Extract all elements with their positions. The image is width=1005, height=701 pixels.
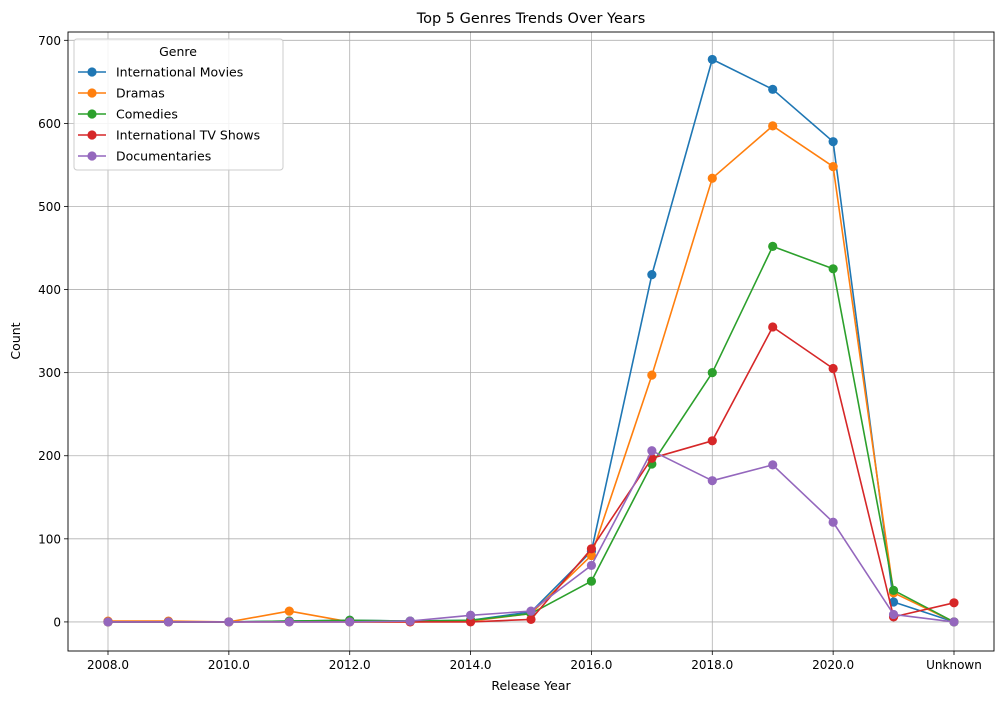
legend-label: Dramas [116,86,165,101]
data-point [768,84,778,94]
legend-marker [87,109,97,119]
data-point [949,598,959,608]
data-point [707,436,717,446]
data-point [949,617,959,627]
x-axis: 2008.0 2010.0 2012.0 2014.0 2016.0 2018.0 2020… [87,651,982,672]
data-point [284,606,294,616]
data-point [707,173,717,183]
data-point [828,137,838,147]
data-point [103,617,113,627]
data-point [768,241,778,251]
data-point [586,560,597,571]
legend-label: International Movies [116,65,243,80]
series-2 [103,241,959,627]
data-point [405,616,415,626]
y-tick-label: 200 [38,449,61,463]
plot-frame [67,31,995,652]
data-point [224,617,234,627]
data-point [768,322,778,332]
legend-item: International TV Shows [78,128,260,143]
x-tick-label: 2020.0 [812,658,854,672]
series-line [108,125,955,623]
data-point [465,617,476,627]
series-line [108,449,955,623]
grid-lines [68,32,994,651]
legend-marker [87,151,97,161]
data-point [647,370,657,380]
legend-label: Documentaries [116,149,211,164]
series-line [108,245,955,623]
legend-label: International TV Shows [116,128,260,143]
legend-box [73,38,284,171]
y-tick-label: 0 [53,615,61,629]
y-tick-label: 600 [38,117,61,131]
data-point [586,544,597,554]
data-point [647,446,657,456]
legend-marker [87,130,97,140]
y-tick-label: 300 [38,366,61,380]
chart-title: Top 5 Genres Trends Over Years [416,11,646,27]
legend-marker [87,67,97,77]
x-tick-label: 2012.0 [329,658,371,672]
legend-label: Comedies [116,107,178,122]
series-3 [103,322,959,627]
y-tick-label: 500 [38,200,61,214]
data-point [828,517,838,527]
data-point [163,617,174,627]
data-point [284,617,294,627]
data-point [526,606,536,616]
series-line [108,326,955,623]
x-tick-label: 2018.0 [691,658,733,672]
data-point [828,363,838,374]
data-point [828,264,838,274]
data-point [707,476,717,486]
x-tick-label: 2014.0 [450,658,492,672]
y-tick-label: 400 [38,283,61,297]
data-point [345,617,355,627]
x-tick-label: 2016.0 [570,658,612,672]
legend: Genre International Movies Dramas Comedies… [73,38,284,171]
x-tick-label: Unknown [926,658,982,672]
data-point [888,609,899,620]
y-axis-label: Count [8,322,23,359]
series-layer [103,54,959,627]
data-point [586,576,597,586]
legend-item: International Movies [78,65,243,80]
y-axis: 0 100 200 300 400 500 600 700 [38,34,68,629]
legend-item: Dramas [78,86,165,101]
legend-title: Genre [159,44,197,59]
legend-marker [87,88,97,98]
legend-item: Documentaries [78,149,211,164]
data-point [768,460,778,470]
y-tick-label: 100 [38,532,61,546]
data-point [888,585,899,595]
legend-item: Comedies [78,107,178,122]
legend-items: International Movies Dramas Comedies Intern… [78,65,260,164]
data-point [828,162,838,172]
x-tick-label: 2010.0 [208,658,250,672]
x-tick-label: 2008.0 [87,658,129,672]
data-point [586,550,597,561]
series-4 [103,446,959,627]
data-point [526,614,536,625]
y-tick-label: 700 [38,34,61,48]
series-1 [103,121,959,627]
data-point [768,121,778,131]
data-point [707,368,717,378]
x-axis-label: Release Year [491,678,571,693]
data-point [647,270,657,280]
data-point [465,610,476,620]
data-point [707,54,717,65]
